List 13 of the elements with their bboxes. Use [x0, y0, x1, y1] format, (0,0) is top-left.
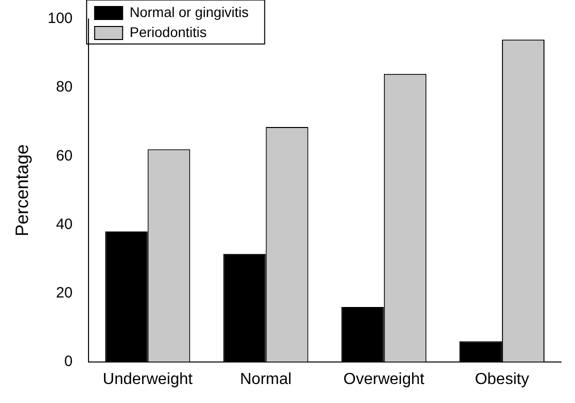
y-tick-label: 60: [56, 147, 73, 164]
y-tick-label: 0: [64, 352, 73, 370]
x-tick-label: Overweight: [343, 370, 425, 388]
y-tick-label: 80: [56, 78, 73, 96]
x-tick-label: Underweight: [102, 370, 194, 388]
x-tick-label: Normal: [240, 370, 292, 388]
y-axis-title: Percentage: [12, 144, 32, 236]
legend-label: Normal or gingivitis: [130, 4, 249, 20]
y-tick-label: 100: [48, 10, 73, 28]
y-tick-label: 40: [56, 216, 73, 233]
y-tick-label: 20: [56, 284, 73, 302]
legend-label: Periodontitis: [130, 24, 207, 40]
x-tick-label: Obesity: [474, 370, 530, 388]
